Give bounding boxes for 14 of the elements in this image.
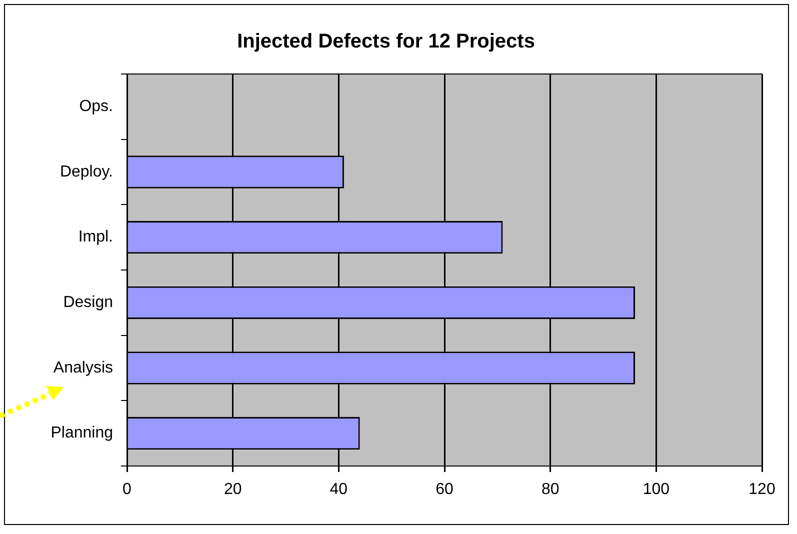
x-tick-label: 60	[436, 481, 454, 498]
x-tick-label: 40	[330, 481, 348, 498]
x-tick-label: 100	[642, 481, 670, 498]
y-tick-label: Impl.	[78, 228, 113, 246]
chart-title: Injected Defects for 12 Projects	[237, 30, 535, 53]
y-tick-label: Analysis	[53, 359, 113, 376]
x-tick-label: 20	[224, 481, 242, 498]
y-tick-label: Ops.	[79, 98, 113, 116]
x-tick-label: 0	[122, 481, 132, 498]
x-tick-label: 80	[541, 481, 560, 498]
x-tick-label: 120	[748, 481, 776, 498]
y-tick-label: Deploy.	[60, 163, 113, 180]
y-tick-label: Planning	[50, 424, 113, 442]
y-tick-label: Design	[63, 294, 113, 312]
